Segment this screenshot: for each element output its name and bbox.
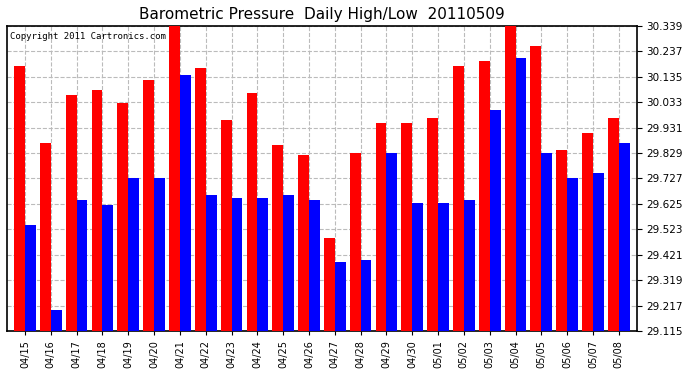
Bar	[608, 118, 619, 331]
Bar	[556, 150, 567, 331]
Bar	[350, 153, 361, 331]
Bar	[386, 153, 397, 331]
Bar	[361, 260, 371, 331]
Bar	[582, 133, 593, 331]
Bar	[246, 93, 257, 331]
Bar	[77, 200, 88, 331]
Bar	[515, 58, 526, 331]
Text: Copyright 2011 Cartronics.com: Copyright 2011 Cartronics.com	[10, 32, 166, 41]
Bar	[169, 26, 180, 331]
Bar	[619, 143, 629, 331]
Bar	[479, 60, 490, 331]
Bar	[402, 123, 412, 331]
Bar	[128, 178, 139, 331]
Bar	[257, 198, 268, 331]
Bar	[335, 262, 346, 331]
Bar	[273, 145, 283, 331]
Bar	[412, 202, 423, 331]
Bar	[25, 225, 36, 331]
Bar	[427, 118, 438, 331]
Bar	[567, 178, 578, 331]
Bar	[51, 310, 61, 331]
Bar	[490, 110, 500, 331]
Bar	[298, 155, 309, 331]
Bar	[102, 205, 113, 331]
Bar	[542, 153, 552, 331]
Bar	[221, 120, 232, 331]
Bar	[593, 173, 604, 331]
Bar	[195, 68, 206, 331]
Bar	[14, 66, 25, 331]
Bar	[180, 75, 190, 331]
Bar	[283, 195, 294, 331]
Bar	[117, 103, 128, 331]
Bar	[464, 200, 475, 331]
Bar	[144, 81, 154, 331]
Bar	[154, 178, 165, 331]
Bar	[453, 66, 464, 331]
Bar	[232, 198, 242, 331]
Bar	[375, 123, 386, 331]
Bar	[309, 200, 320, 331]
Bar	[206, 195, 217, 331]
Bar	[66, 96, 77, 331]
Bar	[324, 237, 335, 331]
Title: Barometric Pressure  Daily High/Low  20110509: Barometric Pressure Daily High/Low 20110…	[139, 7, 505, 22]
Bar	[504, 26, 515, 331]
Bar	[92, 90, 102, 331]
Bar	[438, 202, 449, 331]
Bar	[531, 46, 542, 331]
Bar	[40, 143, 51, 331]
